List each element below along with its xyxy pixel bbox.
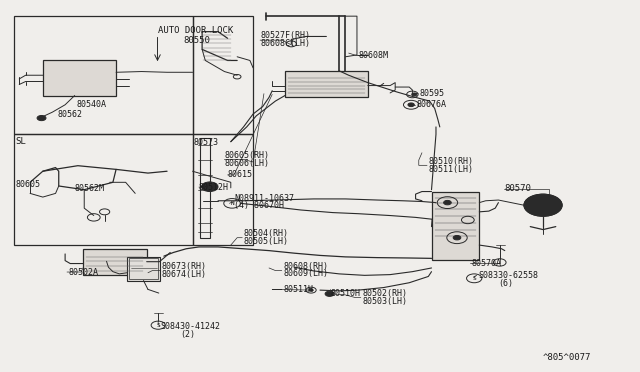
Text: 80512H: 80512H [199,183,229,192]
Bar [129,258,158,279]
Bar [200,138,210,238]
Text: (4) 80670H: (4) 80670H [234,201,284,210]
Text: 80676A: 80676A [416,100,446,109]
Text: 80562M: 80562M [75,184,105,193]
Text: S: S [472,276,476,281]
Text: 80674(LH): 80674(LH) [162,270,207,279]
Bar [127,257,160,280]
Circle shape [524,194,562,216]
Text: 80510(RH): 80510(RH) [428,157,474,166]
Text: 80540A: 80540A [77,100,107,109]
Text: 80502(RH): 80502(RH) [362,289,407,298]
Bar [14,134,193,245]
Text: 80606(LH): 80606(LH) [225,158,269,168]
Text: N08911-10637: N08911-10637 [234,194,294,203]
Text: 80503(LH): 80503(LH) [362,297,407,306]
Text: 80615: 80615 [228,170,253,179]
Bar [14,16,193,134]
Bar [193,16,253,134]
Bar [83,249,147,275]
Text: SL: SL [15,137,26,146]
Text: (2): (2) [180,330,195,339]
Circle shape [444,201,451,205]
Text: 80605: 80605 [15,180,40,189]
Text: 80550: 80550 [183,36,210,45]
Text: 80570: 80570 [505,184,532,193]
Bar [43,61,116,96]
Text: S: S [156,323,160,328]
Circle shape [325,291,334,296]
Text: ^805^0077: ^805^0077 [543,353,591,362]
Circle shape [412,93,417,96]
Bar [285,71,368,97]
Text: 80570A: 80570A [472,259,502,268]
Text: N: N [230,201,234,206]
Text: 80608C(LH): 80608C(LH) [260,39,310,48]
Text: 80605(RH): 80605(RH) [225,151,269,160]
Circle shape [202,182,218,192]
Text: 80562: 80562 [58,110,83,119]
Text: AUTO DOOR LOCK: AUTO DOOR LOCK [157,26,233,35]
Circle shape [309,289,313,291]
Text: 80502A: 80502A [68,267,99,276]
Circle shape [37,115,46,121]
Text: 80608M: 80608M [358,51,388,60]
Text: (6): (6) [499,279,513,288]
Text: 80505(LH): 80505(LH) [244,237,289,246]
Text: 80609(LH): 80609(LH) [283,269,328,278]
Text: 80527F(RH): 80527F(RH) [260,31,310,40]
Bar [431,192,479,260]
Text: 80595: 80595 [419,89,444,98]
Text: 80608(RH): 80608(RH) [283,262,328,271]
Text: 80511(LH): 80511(LH) [428,164,474,173]
Circle shape [453,235,461,240]
Text: 80673(RH): 80673(RH) [162,262,207,271]
Text: S08430-41242: S08430-41242 [161,322,221,331]
Text: 80511H: 80511H [283,285,313,294]
Text: 80573: 80573 [194,138,219,147]
Text: S08330-62558: S08330-62558 [478,271,538,280]
Text: 80510H: 80510H [331,289,361,298]
Text: 80504(RH): 80504(RH) [244,230,289,238]
Bar [193,134,253,245]
Circle shape [408,103,414,107]
